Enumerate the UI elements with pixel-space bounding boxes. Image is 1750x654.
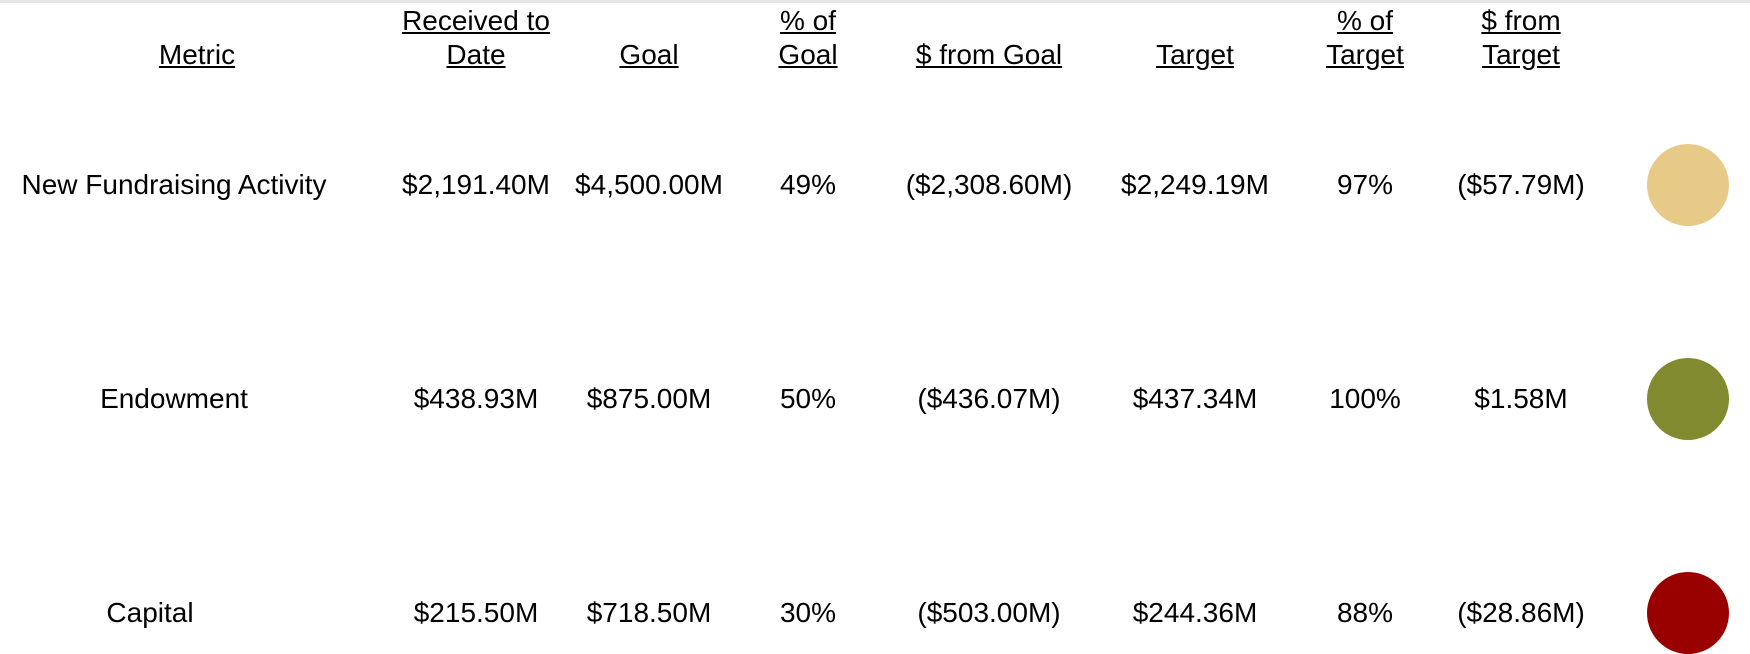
table-cell: 100% <box>1329 383 1401 414</box>
table-cell: $2,249.19M <box>1121 169 1269 200</box>
table-cell: $215.50M <box>413 597 539 628</box>
metric-name: New Fundraising Activity <box>21 169 327 200</box>
table-cell: ($2,308.60M) <box>905 169 1073 200</box>
column-header: % of Goal <box>778 5 838 70</box>
table-cell: 88% <box>1336 597 1394 628</box>
table-cell: $437.34M <box>1132 383 1258 414</box>
table-cell: 49% <box>779 169 837 200</box>
table-cell: $875.00M <box>586 383 712 414</box>
metric-name: Endowment <box>100 383 248 414</box>
table-cell: ($28.86M) <box>1457 597 1585 628</box>
column-header: Received to Date <box>402 5 550 70</box>
table-cell: $718.50M <box>586 597 712 628</box>
column-header: $ from Target <box>1481 5 1561 70</box>
table-cell: ($503.00M) <box>917 597 1061 628</box>
table-cell: $1.58M <box>1474 383 1568 414</box>
table-cell: 30% <box>779 597 837 628</box>
table-cell: $244.36M <box>1132 597 1258 628</box>
metric-name: Capital <box>106 597 194 628</box>
table-cell: 50% <box>779 383 837 414</box>
status-indicator <box>1647 358 1729 440</box>
column-header: Goal <box>619 39 679 70</box>
table-cell: 97% <box>1336 169 1394 200</box>
top-border <box>0 0 1750 3</box>
table-cell: ($57.79M) <box>1457 169 1585 200</box>
status-indicator <box>1647 144 1729 226</box>
table-cell: $2,191.40M <box>402 169 550 200</box>
status-indicator <box>1647 572 1729 654</box>
table-cell: $4,500.00M <box>575 169 723 200</box>
column-header: Metric <box>158 39 236 70</box>
column-header: Target <box>1156 39 1234 70</box>
table-cell: ($436.07M) <box>917 383 1061 414</box>
column-header: % of Target <box>1326 5 1404 70</box>
table-cell: $438.93M <box>413 383 539 414</box>
column-header: $ from Goal <box>915 39 1063 70</box>
